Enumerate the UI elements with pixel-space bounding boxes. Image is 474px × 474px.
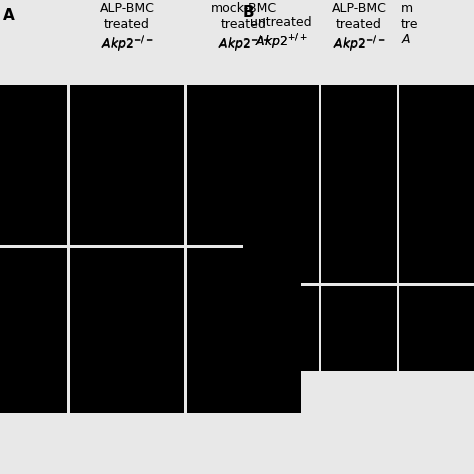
Text: untreated
$Akp2^{+/+}$: untreated $Akp2^{+/+}$ bbox=[250, 16, 312, 52]
Text: $Akp2^{+/+}$: $Akp2^{+/+}$ bbox=[255, 33, 308, 52]
Text: $Akp2^{-/-}$: $Akp2^{-/-}$ bbox=[333, 35, 385, 55]
Text: $Akp2^{-/-}$: $Akp2^{-/-}$ bbox=[100, 35, 154, 55]
Bar bbox=[70, 85, 184, 245]
Bar bbox=[0, 85, 67, 245]
Bar bbox=[243, 286, 319, 371]
Bar bbox=[321, 286, 397, 371]
Bar bbox=[187, 248, 301, 413]
Text: ALP-BMC
treated
$Akp2^{-/-}$: ALP-BMC treated $Akp2^{-/-}$ bbox=[331, 2, 386, 54]
Text: B: B bbox=[243, 5, 255, 20]
Bar bbox=[187, 85, 301, 245]
Text: mock-BMC
treated
$Akp2^{-/-}$: mock-BMC treated $Akp2^{-/-}$ bbox=[211, 2, 277, 54]
Bar bbox=[399, 286, 474, 371]
Bar bbox=[243, 85, 319, 283]
Bar bbox=[399, 85, 474, 283]
Text: ALP-BMC
treated
$Akp2^{-/-}$: ALP-BMC treated $Akp2^{-/-}$ bbox=[100, 2, 155, 54]
Bar bbox=[0, 248, 67, 413]
Text: $Akp2^{-/-}$: $Akp2^{-/-}$ bbox=[218, 35, 270, 55]
Bar bbox=[321, 85, 397, 283]
Bar bbox=[70, 248, 184, 413]
Text: m
tre
$A$: m tre $A$ bbox=[401, 2, 419, 46]
Text: A: A bbox=[3, 8, 15, 23]
